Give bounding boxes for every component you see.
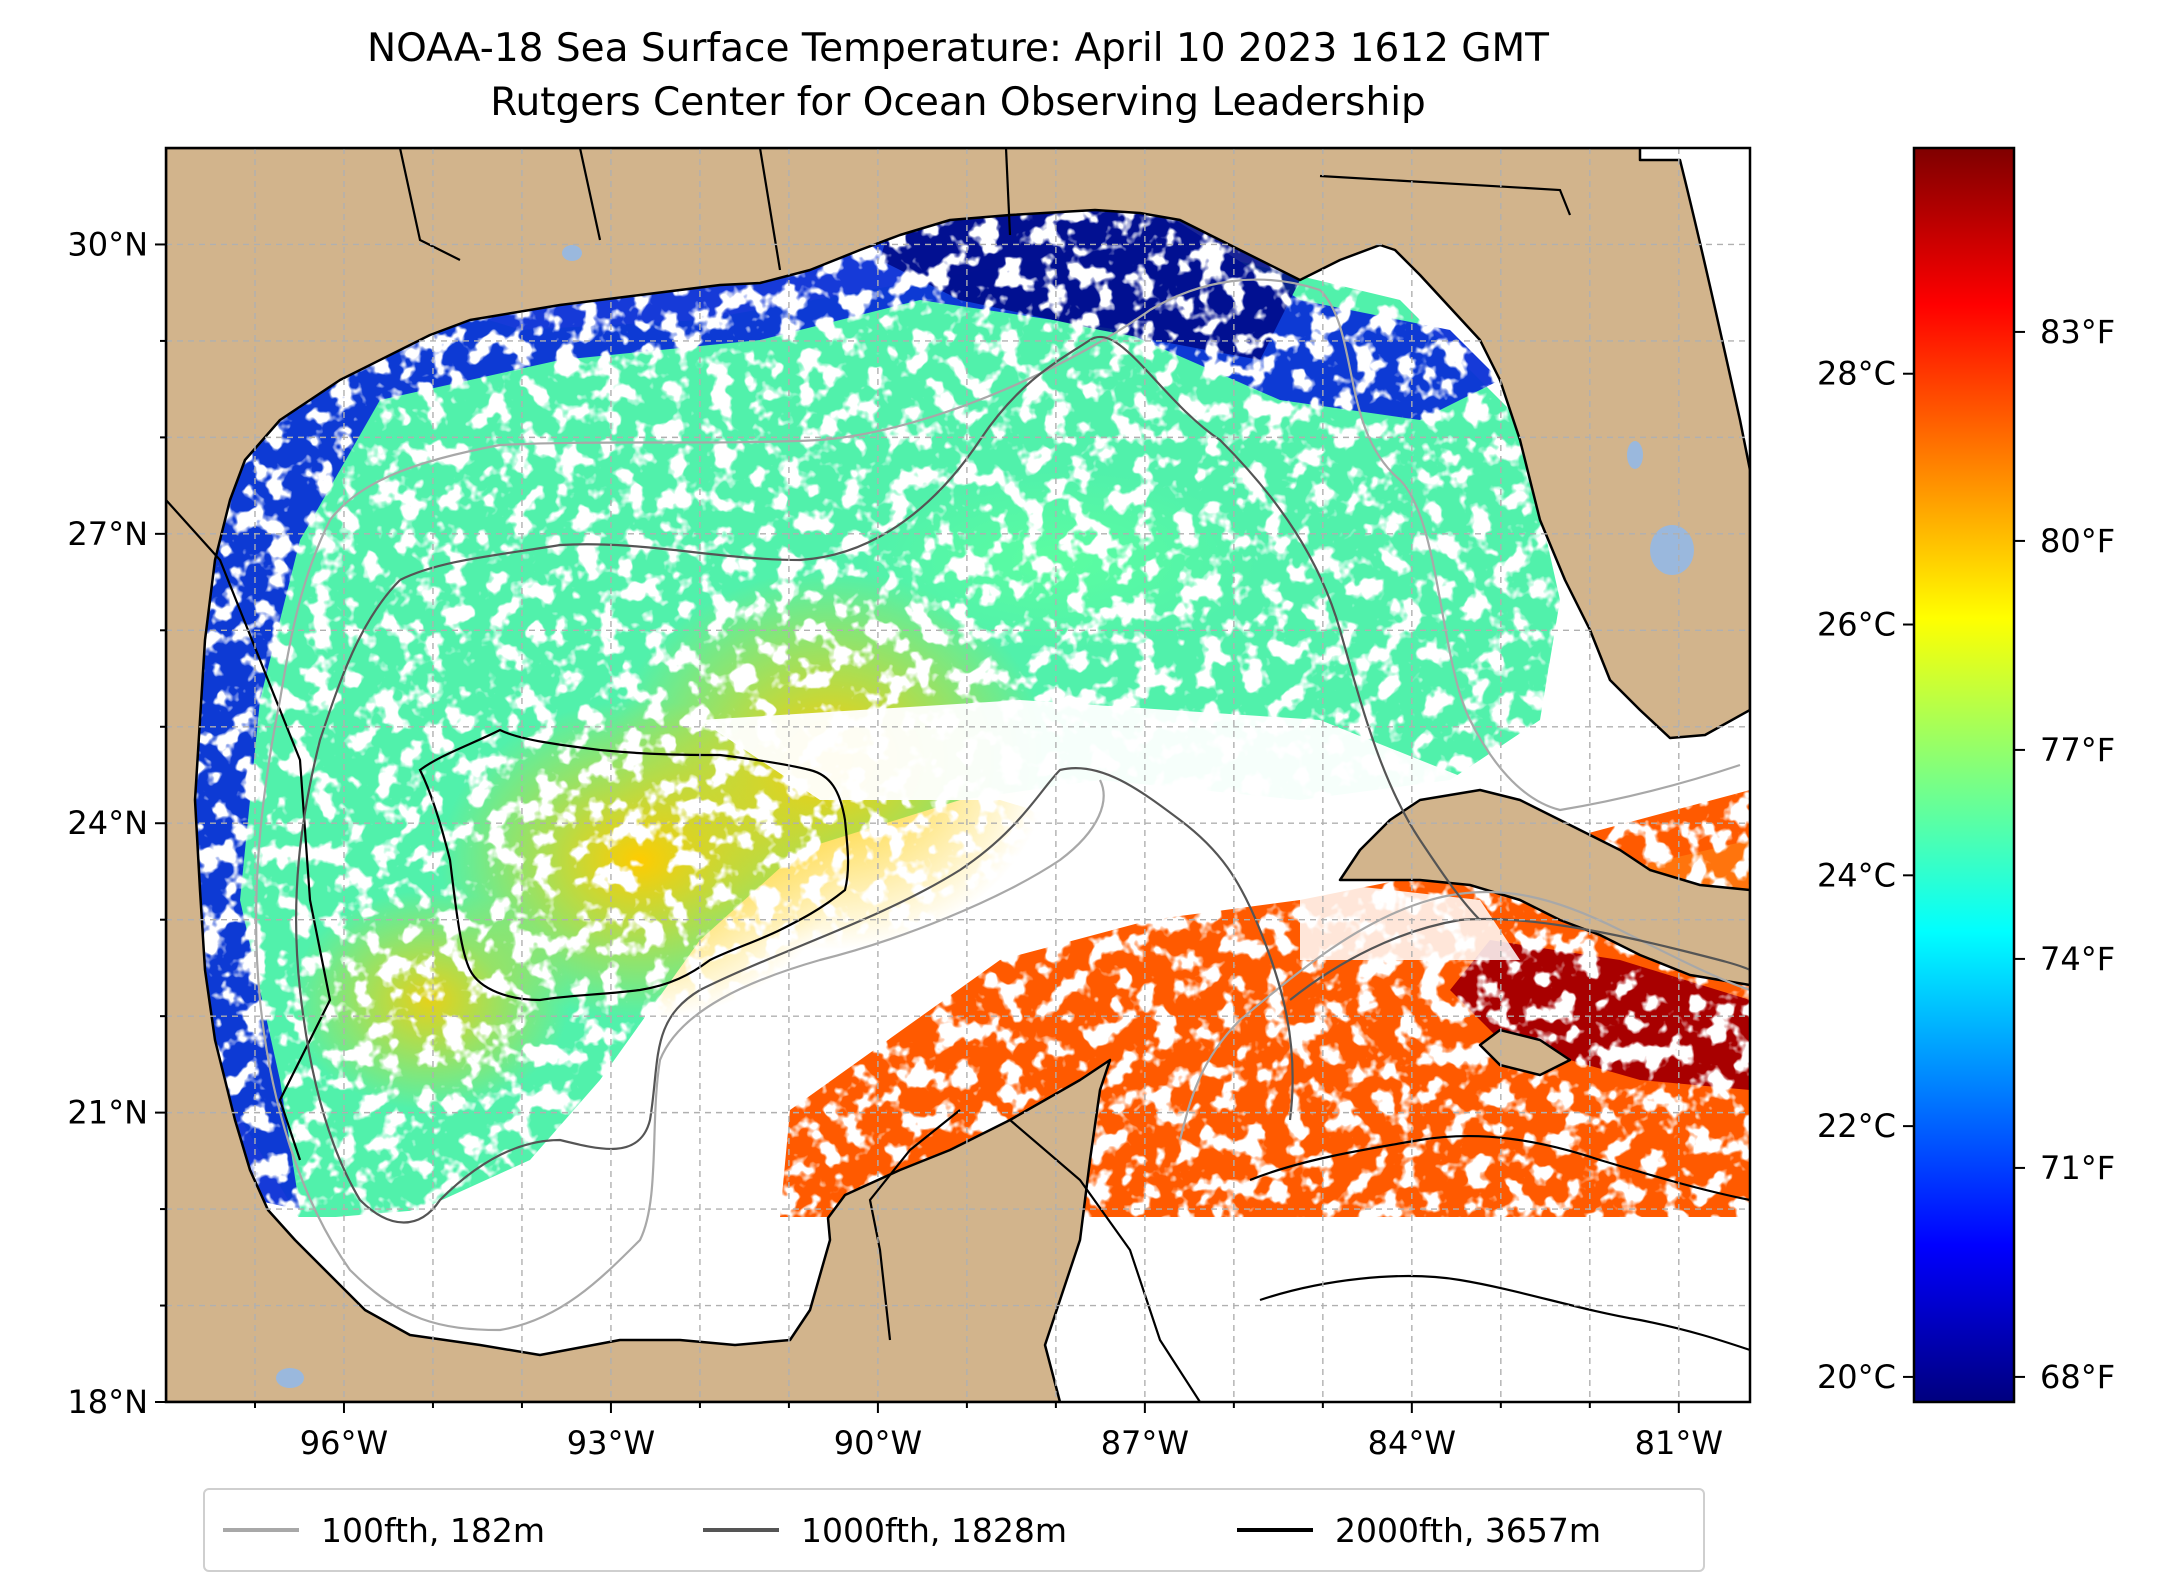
x-tick-label: 93°W: [567, 1424, 655, 1462]
colorbar-gradient: [1912, 146, 2016, 1404]
legend-item-2000fth: 2000fth, 3657m: [1237, 1508, 1601, 1552]
y-tick-label: 21°N: [67, 1094, 148, 1132]
colorbar: 20°C 22°C 24°C 26°C 28°C 68°F 71°F 74°F 77°F 80°F…: [1817, 146, 2115, 1404]
colorbar-fahrenheit-label: 77°F: [2040, 731, 2115, 769]
axis-ticks: 96°W 93°W 90°W 87°W 84°W 81°W 18°N 21°N 24°N 27°N…: [67, 225, 1723, 1462]
colorbar-celsius-label: 22°C: [1817, 1107, 1896, 1145]
colorbar-fahrenheit-label: 68°F: [2040, 1358, 2115, 1396]
colorbar-celsius-label: 20°C: [1817, 1358, 1896, 1396]
y-tick-label: 27°N: [67, 515, 148, 553]
map-frame: [164, 146, 1752, 1404]
y-tick-label: 30°N: [67, 225, 148, 263]
contour-2000fth: [418, 728, 1750, 1352]
colorbar-celsius-label: 26°C: [1817, 606, 1896, 644]
country-borders: [166, 148, 1572, 1402]
legend-swatch-100fth: [223, 1528, 299, 1532]
colorbar-fahrenheit-label: 80°F: [2040, 522, 2115, 560]
x-tick-label: 90°W: [834, 1424, 922, 1462]
legend-item-1000fth: 1000fth, 1828m: [703, 1508, 1067, 1552]
bathymetry-contours: [254, 278, 1750, 1352]
legend-label-100fth: 100fth, 182m: [321, 1510, 545, 1550]
contour-legend: 100fth, 182m 1000fth, 1828m 2000fth, 365…: [203, 1488, 1705, 1572]
x-tick-label: 96°W: [300, 1424, 388, 1462]
map-area: [166, 148, 1750, 1402]
colorbar-fahrenheit-label: 71°F: [2040, 1149, 2115, 1187]
map-subtitle: Rutgers Center for Ocean Observing Leade…: [490, 80, 1426, 125]
colorbar-celsius-label: 28°C: [1817, 355, 1896, 393]
map-title: NOAA-18 Sea Surface Temperature: April 1…: [366, 26, 1550, 71]
y-tick-label: 24°N: [67, 804, 148, 842]
contour-100fth: [254, 278, 1750, 1332]
x-tick-label: 87°W: [1101, 1424, 1189, 1462]
colorbar-fahrenheit-label: 74°F: [2040, 940, 2115, 978]
legend-label-2000fth: 2000fth, 3657m: [1335, 1510, 1601, 1550]
y-tick-label: 18°N: [67, 1383, 148, 1421]
contour-1000fth: [294, 335, 1750, 1224]
legend-swatch-1000fth: [703, 1528, 779, 1532]
legend-item-100fth: 100fth, 182m: [223, 1508, 545, 1552]
colorbar-celsius-label: 24°C: [1817, 856, 1896, 894]
x-tick-label: 84°W: [1368, 1424, 1456, 1462]
lakes-layer: [276, 245, 1694, 1388]
colorbar-ticks: 20°C 22°C 24°C 26°C 28°C 68°F 71°F 74°F 77°F 80°F…: [1817, 313, 2115, 1396]
legend-label-1000fth: 1000fth, 1828m: [801, 1510, 1067, 1550]
legend-swatch-2000fth: [1237, 1528, 1313, 1532]
x-tick-label: 81°W: [1635, 1424, 1723, 1462]
colorbar-fahrenheit-label: 83°F: [2040, 313, 2115, 351]
gridlines: [166, 148, 1750, 1402]
